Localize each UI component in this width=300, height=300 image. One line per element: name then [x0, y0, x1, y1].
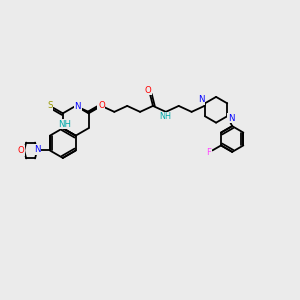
Text: S: S	[47, 101, 53, 110]
Text: N: N	[74, 102, 81, 111]
Text: N: N	[228, 114, 234, 123]
Text: N: N	[34, 145, 40, 154]
Text: N: N	[198, 95, 204, 104]
Text: O: O	[145, 85, 152, 94]
Text: O: O	[18, 146, 25, 155]
Text: NH: NH	[159, 112, 171, 121]
Text: O: O	[98, 101, 105, 110]
Text: NH: NH	[58, 120, 71, 129]
Text: F: F	[206, 148, 211, 157]
